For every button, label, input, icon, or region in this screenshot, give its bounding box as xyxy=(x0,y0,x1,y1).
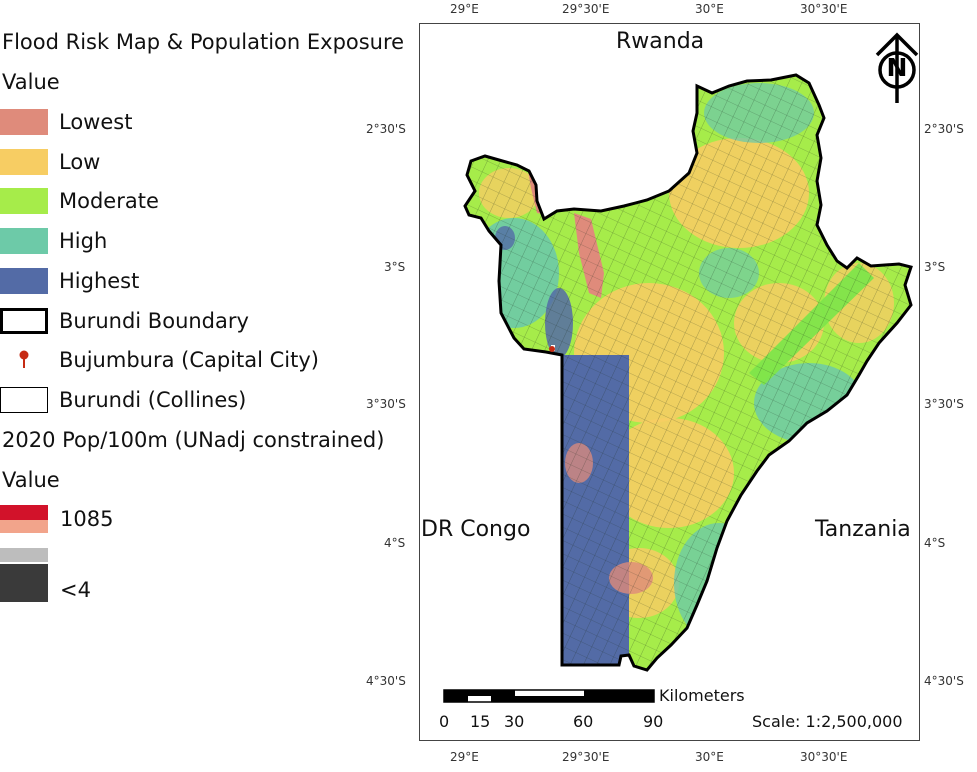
map-pin-icon xyxy=(0,347,48,373)
pop-ramp-low xyxy=(0,564,48,602)
lat-tick-right: 2°30'S xyxy=(924,122,964,136)
swatch-high xyxy=(0,228,48,254)
legend-item-capital: Bujumbura (Capital City) xyxy=(0,345,319,375)
scale-ratio-label: Scale: 1:2,500,000 xyxy=(752,712,903,731)
legend-item-collines: Burundi (Collines) xyxy=(0,385,246,415)
capital-city-pin-icon xyxy=(549,346,555,352)
pop-high-label: 1085 xyxy=(60,507,114,531)
legend-label: Burundi Boundary xyxy=(59,309,249,333)
pop-ramp-mid xyxy=(0,520,48,533)
lat-tick-left: 3°S xyxy=(384,260,406,274)
legend-item-lowest: Lowest xyxy=(0,107,132,137)
lon-tick-top: 30°30'E xyxy=(800,2,848,16)
scale-tick-label: 90 xyxy=(643,712,664,731)
lon-tick-bottom: 29°30'E xyxy=(562,750,610,764)
legend-label: Lowest xyxy=(59,110,133,134)
lat-tick-left: 4°S xyxy=(384,536,406,550)
lat-tick-right: 4°30'S xyxy=(924,674,964,688)
lon-tick-top: 29°E xyxy=(450,2,479,16)
lon-tick-bottom: 29°E xyxy=(450,750,479,764)
swatch-low xyxy=(0,149,48,175)
pop-ramp-light xyxy=(0,548,48,562)
map-canvas: N xyxy=(419,18,920,746)
country-label-tanzania: Tanzania xyxy=(815,517,911,542)
legend-item-boundary: Burundi Boundary xyxy=(0,306,249,336)
scale-tick-label: 30 xyxy=(504,712,525,731)
lat-tick-left: 4°30'S xyxy=(366,674,406,688)
scale-unit-label: Kilometers xyxy=(659,686,745,705)
legend-item-high: High xyxy=(0,226,107,256)
scale-tick-label: 0 xyxy=(439,712,450,731)
legend-value-heading: Value xyxy=(2,70,60,94)
legend-label: Moderate xyxy=(59,189,159,213)
legend-item-highest: Highest xyxy=(0,266,139,296)
country-label-rwanda: Rwanda xyxy=(616,29,705,54)
lon-tick-top: 30°E xyxy=(695,2,724,16)
swatch-boundary xyxy=(0,308,48,334)
scale-tick-label: 15 xyxy=(470,712,491,731)
population-value-heading: Value xyxy=(2,468,60,492)
legend-label: Highest xyxy=(59,269,140,293)
population-legend-title: 2020 Pop/100m (UNadj constrained) xyxy=(2,428,385,452)
legend-item-low: Low xyxy=(0,147,100,177)
lat-tick-left: 2°30'S xyxy=(366,122,406,136)
pop-low-label: <4 xyxy=(60,578,91,602)
swatch-collines xyxy=(0,387,48,413)
lon-tick-bottom: 30°30'E xyxy=(800,750,848,764)
lat-tick-right: 3°30'S xyxy=(924,397,964,411)
legend-label: Low xyxy=(59,150,101,174)
lon-tick-top: 29°30'E xyxy=(562,2,610,16)
swatch-lowest xyxy=(0,109,48,135)
legend-label: Bujumbura (Capital City) xyxy=(59,348,319,372)
lat-tick-right: 4°S xyxy=(924,536,946,550)
map-frame: N 29°E 29°30'E 30°E 30°30'E 29°E 29°30'E… xyxy=(366,2,964,764)
legend-title: Flood Risk Map & Population Exposure xyxy=(2,30,405,54)
lat-tick-left: 3°30'S xyxy=(366,397,406,411)
lat-tick-right: 3°S xyxy=(924,260,946,274)
legend-label: Burundi (Collines) xyxy=(59,388,247,412)
lon-tick-bottom: 30°E xyxy=(695,750,724,764)
north-letter: N xyxy=(887,53,908,82)
scale-tick-label: 60 xyxy=(573,712,594,731)
scale-bar xyxy=(443,689,655,703)
legend-item-moderate: Moderate xyxy=(0,186,159,216)
pop-ramp-high xyxy=(0,505,48,520)
legend-label: High xyxy=(59,229,108,253)
north-arrow-icon xyxy=(875,32,919,103)
map-legend: Flood Risk Map & Population Exposure Val… xyxy=(0,0,420,772)
swatch-moderate xyxy=(0,188,48,214)
country-label-drc: DR Congo xyxy=(421,517,531,542)
swatch-highest xyxy=(0,268,48,294)
